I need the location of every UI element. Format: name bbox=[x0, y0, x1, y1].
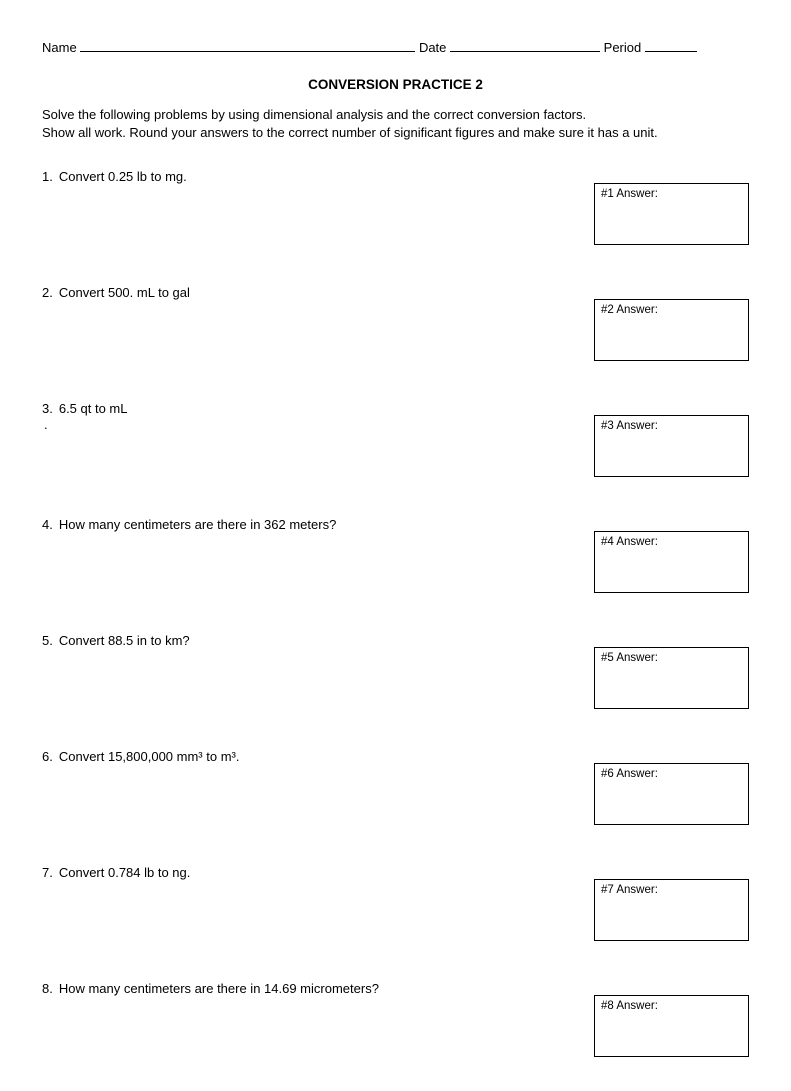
problem-number: 2. bbox=[42, 285, 53, 300]
answer-label: #5 Answer: bbox=[601, 652, 658, 664]
problem-4: 4. How many centimeters are there in 362… bbox=[42, 517, 749, 627]
date-label: Date bbox=[419, 40, 446, 55]
problem-7: 7. Convert 0.784 lb to ng. #7 Answer: bbox=[42, 865, 749, 975]
problem-text: Convert 0.25 lb to mg. bbox=[59, 169, 187, 184]
problem-text: Convert 15,800,000 mm³ to m³. bbox=[59, 749, 240, 764]
problem-text: Convert 88.5 in to km? bbox=[59, 633, 190, 648]
problem-number: 3. bbox=[42, 401, 53, 416]
instructions-line-1: Solve the following problems by using di… bbox=[42, 106, 749, 124]
answer-box-3[interactable]: #3 Answer: bbox=[594, 415, 749, 477]
problem-number: 6. bbox=[42, 749, 53, 764]
problem-3: 3. 6.5 qt to mL . #3 Answer: bbox=[42, 401, 749, 511]
instructions-line-2: Show all work. Round your answers to the… bbox=[42, 124, 749, 142]
answer-label: #6 Answer: bbox=[601, 768, 658, 780]
problem-8: 8. How many centimeters are there in 14.… bbox=[42, 981, 749, 1091]
problem-2: 2. Convert 500. mL to gal #2 Answer: bbox=[42, 285, 749, 395]
problem-number: 4. bbox=[42, 517, 53, 532]
header-line: Name Date Period bbox=[42, 38, 749, 55]
problem-text: Convert 0.784 lb to ng. bbox=[59, 865, 191, 880]
problem-6: 6. Convert 15,800,000 mm³ to m³. #6 Answ… bbox=[42, 749, 749, 859]
problem-number: 1. bbox=[42, 169, 53, 184]
answer-box-5[interactable]: #5 Answer: bbox=[594, 647, 749, 709]
name-label: Name bbox=[42, 40, 77, 55]
date-blank[interactable] bbox=[450, 38, 600, 52]
answer-label: #1 Answer: bbox=[601, 188, 658, 200]
period-label: Period bbox=[604, 40, 642, 55]
answer-label: #4 Answer: bbox=[601, 536, 658, 548]
problem-text: Convert 500. mL to gal bbox=[59, 285, 190, 300]
problem-5: 5. Convert 88.5 in to km? #5 Answer: bbox=[42, 633, 749, 743]
name-blank[interactable] bbox=[80, 38, 415, 52]
answer-label: #2 Answer: bbox=[601, 304, 658, 316]
answer-label: #8 Answer: bbox=[601, 1000, 658, 1012]
problem-text: How many centimeters are there in 14.69 … bbox=[59, 981, 379, 996]
answer-box-8[interactable]: #8 Answer: bbox=[594, 995, 749, 1057]
answer-label: #3 Answer: bbox=[601, 420, 658, 432]
instructions: Solve the following problems by using di… bbox=[42, 106, 749, 141]
problem-number: 8. bbox=[42, 981, 53, 996]
answer-label: #7 Answer: bbox=[601, 884, 658, 896]
problem-1: 1. Convert 0.25 lb to mg. #1 Answer: bbox=[42, 169, 749, 279]
problem-number: 7. bbox=[42, 865, 53, 880]
period-blank[interactable] bbox=[645, 38, 697, 52]
problem-number: 5. bbox=[42, 633, 53, 648]
answer-box-7[interactable]: #7 Answer: bbox=[594, 879, 749, 941]
answer-box-6[interactable]: #6 Answer: bbox=[594, 763, 749, 825]
page-title: CONVERSION PRACTICE 2 bbox=[42, 77, 749, 92]
answer-box-1[interactable]: #1 Answer: bbox=[594, 183, 749, 245]
problem-text: 6.5 qt to mL bbox=[59, 401, 128, 416]
problem-text: How many centimeters are there in 362 me… bbox=[59, 517, 336, 532]
answer-box-2[interactable]: #2 Answer: bbox=[594, 299, 749, 361]
answer-box-4[interactable]: #4 Answer: bbox=[594, 531, 749, 593]
